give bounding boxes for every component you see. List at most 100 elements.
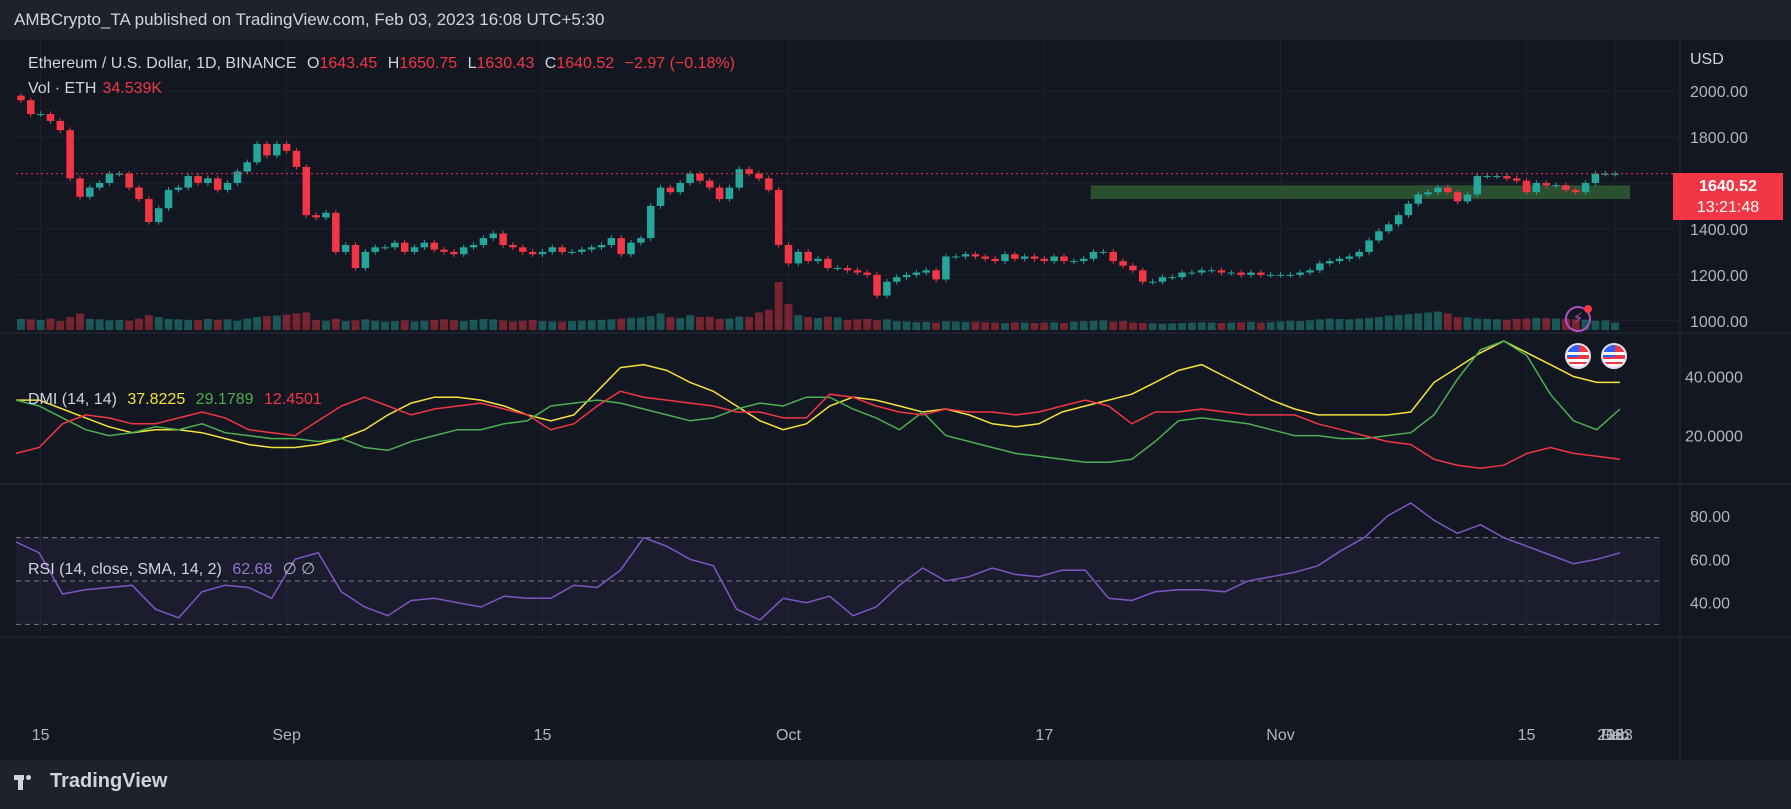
candle xyxy=(253,143,261,163)
dmi-tick-label: 40.0000 xyxy=(1685,369,1743,386)
candle xyxy=(1404,203,1413,216)
candle xyxy=(351,245,360,268)
candle xyxy=(519,247,527,252)
candle xyxy=(273,143,281,156)
candle xyxy=(440,249,448,252)
candle xyxy=(1158,277,1167,282)
volume-bar xyxy=(174,319,183,330)
candle xyxy=(597,245,606,248)
countdown: 13:21:48 xyxy=(1696,199,1760,216)
volume-bar xyxy=(1109,321,1118,330)
volume-bar xyxy=(715,318,724,330)
price-tick-label: 1400.00 xyxy=(1690,222,1748,239)
volume-bar xyxy=(1414,313,1423,330)
time-tick-label: 16 xyxy=(1606,727,1624,744)
candle xyxy=(1207,270,1216,272)
candle xyxy=(578,249,586,252)
candle xyxy=(774,189,783,245)
chart-canvas[interactable]: 2000.001800.001600.001400.001200.001000.… xyxy=(0,40,1791,760)
candle xyxy=(784,245,793,264)
candle xyxy=(814,258,822,262)
candle xyxy=(745,169,753,174)
volume-bar xyxy=(381,321,389,330)
volume-bar xyxy=(863,318,872,330)
volume-bar xyxy=(164,318,173,330)
volume-bar xyxy=(587,320,596,330)
volume-bar xyxy=(16,318,25,330)
candle xyxy=(381,247,389,249)
candle xyxy=(1217,270,1226,273)
volume-bar xyxy=(568,321,576,330)
candle xyxy=(1355,251,1363,257)
candle xyxy=(637,238,645,243)
candle xyxy=(17,95,25,101)
candle xyxy=(617,238,625,255)
candle xyxy=(489,233,498,239)
time-tick-label: 2023 xyxy=(1597,727,1633,744)
volume-bar xyxy=(892,321,901,330)
volume-bar xyxy=(1424,312,1433,330)
volume-bar xyxy=(371,320,380,330)
candle xyxy=(794,251,803,264)
volume-bar xyxy=(105,320,114,330)
lightning-icon[interactable]: ⚡ xyxy=(1565,305,1592,332)
candle xyxy=(430,242,438,250)
us-flag-icon[interactable] xyxy=(1601,343,1627,369)
volume-bar xyxy=(981,322,990,330)
volume-bar xyxy=(1286,320,1295,330)
candle xyxy=(1611,173,1619,175)
volume-bar xyxy=(1060,322,1068,330)
candle xyxy=(1365,240,1373,252)
volume-bar xyxy=(479,318,488,330)
candle xyxy=(1040,258,1049,262)
volume-bar xyxy=(1168,323,1177,330)
volume-bar xyxy=(420,320,429,330)
volume-bar xyxy=(449,320,458,330)
candle xyxy=(1060,256,1068,262)
volume-bar xyxy=(1552,318,1560,330)
volume-bar xyxy=(1522,318,1531,330)
candle xyxy=(1296,272,1304,275)
candle xyxy=(873,274,881,296)
volume-bar xyxy=(1148,323,1157,330)
candle xyxy=(676,182,684,193)
volume-value: 34.539K xyxy=(102,80,163,97)
volume-bar xyxy=(1020,322,1029,330)
volume-bar xyxy=(607,319,616,330)
volume-bar xyxy=(351,320,360,330)
volume-bar xyxy=(1502,319,1511,330)
volume-bar xyxy=(1434,311,1442,330)
candle xyxy=(942,256,950,280)
volume-bar xyxy=(95,319,104,330)
volume-bar xyxy=(1345,319,1354,330)
volume-bar xyxy=(1365,317,1374,330)
volume-bar xyxy=(85,318,94,330)
candle xyxy=(1109,251,1117,262)
candle xyxy=(1266,274,1275,276)
candle xyxy=(223,182,232,190)
candle xyxy=(1089,251,1098,259)
volume-bar xyxy=(617,318,626,330)
us-flag-icon[interactable] xyxy=(1565,343,1591,369)
candle xyxy=(1070,261,1078,263)
candle xyxy=(46,114,55,121)
volume-bar xyxy=(941,321,950,330)
volume-bar xyxy=(1335,318,1344,330)
price-tick-label: 1800.00 xyxy=(1690,130,1748,147)
volume-bar xyxy=(1128,322,1137,330)
rsi-line xyxy=(15,502,1621,621)
volume-bar xyxy=(203,318,212,330)
candle xyxy=(656,187,665,206)
volume-bar xyxy=(469,319,478,330)
volume-bar xyxy=(1099,320,1108,330)
candle xyxy=(115,173,124,175)
candle xyxy=(233,171,242,183)
volume-bar xyxy=(499,320,508,330)
candle xyxy=(725,187,734,200)
candle xyxy=(499,233,507,245)
volume-bar xyxy=(56,321,65,330)
main-legend: Ethereum / U.S. Dollar, 1D, BINANCE O164… xyxy=(28,55,741,73)
candle xyxy=(1237,272,1245,275)
volume-bar xyxy=(489,319,498,330)
tradingview-logo[interactable]: TradingView xyxy=(14,770,167,793)
